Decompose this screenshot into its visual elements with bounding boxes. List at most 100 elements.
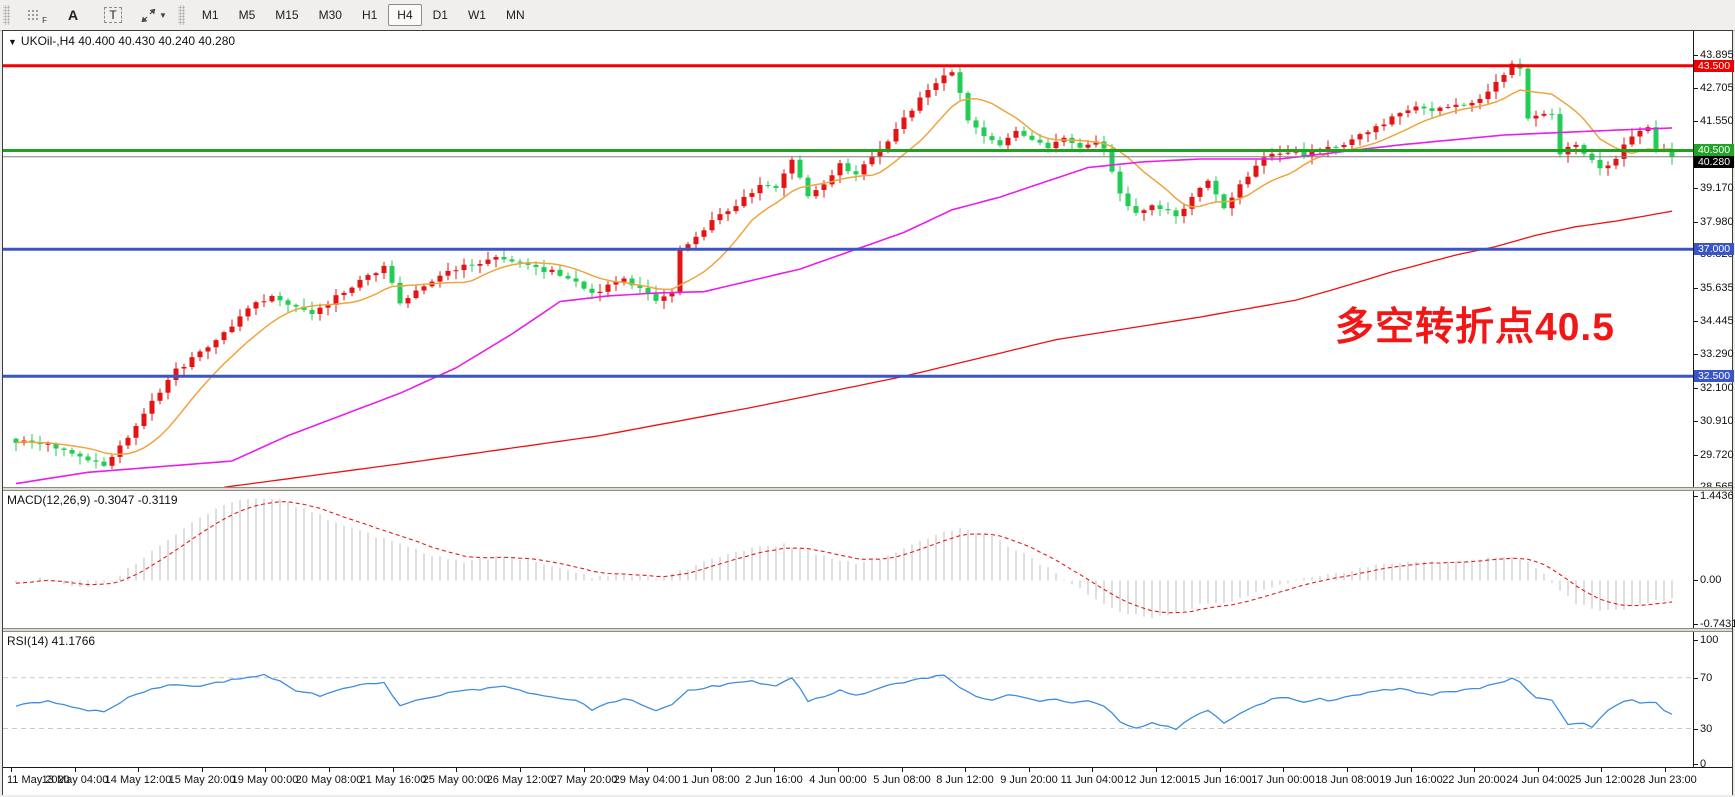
time-tick-mark bbox=[1474, 768, 1475, 772]
time-tick-mark bbox=[902, 768, 903, 772]
price-tick-label: 35.635 bbox=[1700, 282, 1734, 294]
rsi-tick-mark bbox=[1694, 678, 1698, 679]
price-tick-mark bbox=[1694, 222, 1698, 223]
time-tick-label: 15 May 20:00 bbox=[168, 774, 236, 786]
grid-icon-letter: F bbox=[42, 16, 47, 25]
time-tick-mark bbox=[774, 768, 775, 772]
rsi-tick-mark bbox=[1694, 764, 1698, 765]
time-tick-mark bbox=[11, 768, 12, 772]
macd-tick-label: 0.00 bbox=[1700, 574, 1722, 586]
grid-tool-button[interactable]: F bbox=[16, 3, 50, 27]
timeframe-button-w1[interactable]: W1 bbox=[467, 8, 486, 22]
timeframe-button-m1[interactable]: M1 bbox=[201, 8, 219, 22]
toolbar-grip[interactable] bbox=[3, 5, 10, 25]
timeframe-button-m5[interactable]: M5 bbox=[238, 8, 256, 22]
rsi-tick-mark bbox=[1694, 640, 1698, 641]
rsi-canvas[interactable] bbox=[3, 632, 1693, 767]
price-tag-40.500: 40.500 bbox=[1694, 144, 1734, 156]
time-tick-label: 13 May 04:00 bbox=[41, 774, 109, 786]
time-tick-mark bbox=[520, 768, 521, 772]
price-axis-rule bbox=[1693, 31, 1694, 794]
macd-tick-mark bbox=[1694, 580, 1698, 581]
price-tick-mark bbox=[1694, 55, 1698, 56]
textbox-tool-button[interactable]: T bbox=[96, 3, 130, 27]
time-tick-mark bbox=[75, 768, 76, 772]
dropdown-caret-icon: ▼ bbox=[159, 10, 167, 20]
chart-title-text: UKOil-,H4 40.400 40.430 40.240 40.280 bbox=[20, 34, 236, 48]
rsi-tick-label: 70 bbox=[1700, 672, 1713, 684]
timeframe-button-m30[interactable]: M30 bbox=[318, 8, 342, 22]
chart-dropdown-icon[interactable]: ▼ bbox=[8, 37, 17, 47]
price-tag-37.000: 37.000 bbox=[1694, 243, 1734, 256]
timeframe-button-mn[interactable]: MN bbox=[505, 8, 525, 22]
time-tick-mark bbox=[1220, 768, 1221, 772]
time-tick-mark bbox=[138, 768, 139, 772]
main-chart-canvas[interactable] bbox=[3, 31, 1693, 488]
time-tick-label: 1 Jun 08:00 bbox=[682, 774, 740, 786]
price-tick-mark bbox=[1694, 188, 1698, 189]
time-tick-mark bbox=[1029, 768, 1030, 772]
time-tick-mark bbox=[1092, 768, 1093, 772]
toolbar-grip-2[interactable] bbox=[177, 5, 185, 25]
price-tick-label: 30.910 bbox=[1700, 415, 1734, 427]
time-tick-label: 27 May 20:00 bbox=[550, 774, 618, 786]
time-tick-label: 29 May 04:00 bbox=[613, 774, 681, 786]
time-tick-mark bbox=[1601, 768, 1602, 772]
timeframe-button-h1[interactable]: H1 bbox=[361, 8, 378, 22]
time-tick-mark bbox=[1283, 768, 1284, 772]
time-tick-label: 5 Jun 08:00 bbox=[873, 774, 931, 786]
time-tick-label: 24 Jun 04:00 bbox=[1506, 774, 1570, 786]
time-tick-mark bbox=[711, 768, 712, 772]
time-tick-mark bbox=[647, 768, 648, 772]
time-tick-label: 11 May 2020 bbox=[7, 774, 70, 786]
arrows-tool-button[interactable]: ▼ bbox=[136, 3, 172, 27]
time-tick-label: 28 Jun 23:00 bbox=[1633, 774, 1697, 786]
time-tick-label: 20 May 08:00 bbox=[295, 774, 363, 786]
timeframe-button-d1[interactable]: D1 bbox=[432, 8, 448, 22]
time-tick-label: 2 Jun 16:00 bbox=[745, 774, 803, 786]
price-tick-label: 41.550 bbox=[1700, 115, 1734, 127]
time-tick-label: 8 Jun 12:00 bbox=[936, 774, 994, 786]
rsi-tick-label: 100 bbox=[1700, 634, 1719, 646]
price-tick-mark bbox=[1694, 421, 1698, 422]
text-tool-button[interactable]: A bbox=[67, 7, 79, 23]
rsi-tick-mark bbox=[1694, 729, 1698, 730]
price-tick-label: 29.720 bbox=[1700, 449, 1734, 461]
time-tick-label: 19 May 00:00 bbox=[231, 774, 299, 786]
time-tick-mark bbox=[1156, 768, 1157, 772]
pane-separator-1[interactable] bbox=[3, 487, 1732, 491]
time-tick-mark bbox=[265, 768, 266, 772]
price-tick-label: 43.895 bbox=[1700, 49, 1734, 61]
time-tick-label: 9 Jun 20:00 bbox=[1000, 774, 1058, 786]
price-tick-mark bbox=[1694, 455, 1698, 456]
price-tick-label: 42.705 bbox=[1700, 82, 1734, 94]
macd-tick-mark bbox=[1694, 624, 1698, 625]
time-tick-label: 21 May 16:00 bbox=[359, 774, 427, 786]
macd-tick-mark bbox=[1694, 496, 1698, 497]
time-tick-mark bbox=[456, 768, 457, 772]
time-tick-mark bbox=[965, 768, 966, 772]
time-tick-mark bbox=[393, 768, 394, 772]
price-tick-mark bbox=[1694, 88, 1698, 89]
macd-canvas[interactable] bbox=[3, 491, 1693, 628]
macd-tick-label: 1.4436 bbox=[1700, 490, 1734, 502]
price-tick-label: 33.290 bbox=[1700, 348, 1734, 360]
time-tick-label: 25 May 00:00 bbox=[422, 774, 490, 786]
time-tick-label: 19 Jun 16:00 bbox=[1379, 774, 1443, 786]
timeframe-button-h4[interactable]: H4 bbox=[388, 4, 422, 26]
timeframe-button-m15[interactable]: M15 bbox=[275, 8, 299, 22]
time-tick-label: 11 Jun 04:00 bbox=[1060, 774, 1124, 786]
price-tick-mark bbox=[1694, 288, 1698, 289]
time-tick-label: 25 Jun 12:00 bbox=[1569, 774, 1633, 786]
pane-separator-2[interactable] bbox=[3, 628, 1732, 632]
top-toolbar: F A T ▼ M1 M5 M15 M30 H1 H4 D1 W1 MN bbox=[0, 0, 1735, 31]
chart-window: 43.89542.70541.55040.36039.17037.98036.8… bbox=[2, 30, 1735, 795]
grid-icon bbox=[26, 8, 40, 22]
time-tick-label: 22 Jun 20:00 bbox=[1442, 774, 1506, 786]
price-tick-mark bbox=[1694, 121, 1698, 122]
arrows-icon bbox=[141, 8, 156, 22]
rsi-tick-label: 0 bbox=[1700, 758, 1707, 770]
time-tick-label: 15 Jun 16:00 bbox=[1188, 774, 1252, 786]
time-axis[interactable]: 11 May 2020 13 May 04:00 14 May 12:00 15 Ma… bbox=[3, 767, 1732, 795]
time-tick-mark bbox=[329, 768, 330, 772]
